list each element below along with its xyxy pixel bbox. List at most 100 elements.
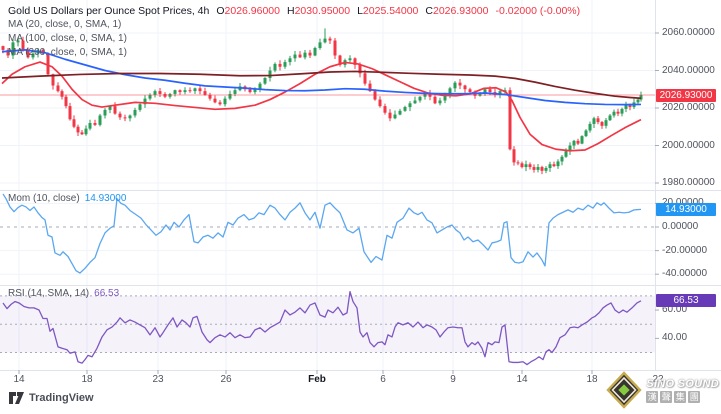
candle-body [540,167,544,171]
candle-body [572,140,576,146]
candle-body [488,89,492,93]
candle-body [378,99,382,107]
candle-body [60,91,64,97]
watermark-char: 聲 [660,390,673,403]
candle-body [208,94,212,99]
time-axis-label: 6 [380,374,386,385]
momentum-value: 14.93000 [84,193,127,204]
price-scale[interactable]: 2060.00000 2040.00000 2020.00000 2000.00000… [655,0,721,370]
watermark-text: SINO SOUND 漢 聲 集 團 [646,378,719,403]
symbol-header-row: Gold US Dollars per Ounce Spot Prices, 4… [8,4,580,18]
candle-body [556,161,560,167]
candle-body [403,107,407,111]
candle-body [6,49,10,56]
close-value: 2026.93000 [433,5,489,17]
ma20-line [1,61,642,152]
candle-body [193,88,197,92]
time-scale[interactable]: 14 18 23 26 Feb 6 9 14 18 22 [0,370,721,388]
candle-body [512,149,516,163]
candle-body [393,114,397,119]
candle-body [438,100,442,104]
last-price-badge: 2026.93000 [656,88,716,102]
momentum-legend: Mom (10, close) 14.93000 [8,192,126,206]
candle-body [93,123,97,125]
candle-body [628,105,632,108]
candle-body [564,151,568,157]
candle-body [258,83,262,90]
rsi-legend: RSI (14, SMA, 14) 66.53 [8,287,119,301]
candle-body [592,118,596,124]
candle-body [544,168,548,171]
time-axis-label: 26 [220,374,232,385]
ma20-legend: MA (20, close, 0, SMA, 1) [8,19,122,30]
candle-body [51,74,55,86]
candle-body [580,136,584,144]
candle-body [46,53,50,75]
candle-body [303,52,307,58]
candle-body [612,111,616,116]
candle-body [233,90,237,94]
candle-body [198,88,202,92]
candle-body [584,130,588,137]
rsi-value-badge: 66.53 [656,294,716,308]
watermark-char: 團 [688,390,701,403]
candle-body [188,90,192,92]
time-axis-label: 22 [652,374,664,385]
candle-body [608,115,612,121]
candle-body [532,167,536,170]
ma200-line [1,70,642,100]
time-axis-label: 14 [13,374,25,385]
candle-body [483,89,487,93]
tradingview-attribution[interactable]: TradingView [9,392,94,404]
high-label: H [287,5,295,17]
rsi-axis-label: 40.00 [662,332,688,344]
price-axis-label: 2020.00000 [662,102,715,113]
candle-body [639,95,643,100]
candle-body [278,63,282,67]
candle-body [178,90,182,93]
candle-body [624,105,628,109]
time-axis-label: 14 [516,374,528,385]
candle-body [353,58,357,65]
candle-body [293,54,297,59]
sinosound-logo-icon [606,371,642,409]
candle-body [173,90,177,94]
rsi-axis-label: 60.00 [662,304,688,316]
candle-body [588,123,592,131]
candle-body [123,117,127,119]
rsi-line [2,290,642,366]
momentum-axis-label: 0.00000 [662,221,699,232]
candle-body [318,42,322,48]
main-chart-legend: Gold US Dollars per Ounce Spot Prices, 4… [8,4,580,60]
candle-body [600,122,604,126]
candle-body [84,128,88,135]
candle-body [448,88,452,95]
watermark-chinese: 漢 聲 集 團 [646,390,719,403]
tradingview-logo-icon [9,392,24,404]
price-axis-label: 2040.00000 [662,64,715,76]
candle-body [528,164,532,168]
candle-body [498,91,502,95]
price-change: -0.02000 (-0.00%) [495,5,581,17]
candle-body [536,167,540,170]
momentum-axis-label: -20.00000 [662,244,708,256]
open-value: 2026.96000 [224,5,280,17]
ma200-legend: MA (200, close, 0, SMA, 1) [8,47,127,58]
candle-body [388,112,392,119]
candle-body [516,162,520,164]
rsi-value: 66.53 [94,288,120,299]
candle-body [273,63,277,71]
candle-body [468,89,472,93]
candle-body [636,99,640,103]
candle-body [183,90,187,93]
candle-body [298,54,302,58]
candle-body [16,40,20,43]
candle-body [398,110,402,115]
ma100-legend: MA (100, close, 0, SMA, 1) [8,33,127,44]
candle-body [218,102,222,105]
candle-body [338,55,342,65]
time-axis-label: 9 [450,374,456,385]
candle-body [88,123,92,129]
candle-body [68,106,72,120]
